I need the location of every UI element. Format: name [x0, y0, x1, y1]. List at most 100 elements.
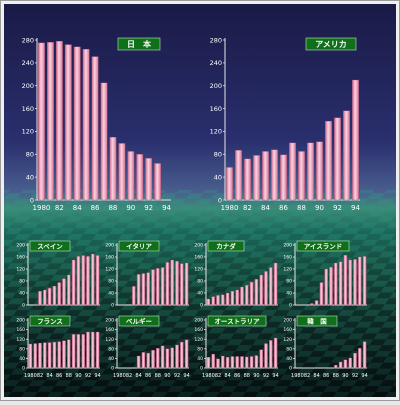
- chart-title-badge: [29, 240, 71, 252]
- y-tick-label: 80: [286, 279, 292, 285]
- x-tick-label: 86: [234, 373, 240, 379]
- x-tick-label: 92: [144, 204, 153, 212]
- bar: [216, 295, 220, 306]
- y-tick-label: 240: [22, 59, 34, 67]
- chart-title: オーストラリア: [214, 318, 260, 326]
- y-tick-label: 0: [200, 366, 203, 372]
- bar: [334, 117, 341, 201]
- bar: [259, 349, 263, 369]
- x-tick-label: 88: [333, 373, 339, 379]
- y-tick-label: 0: [111, 366, 114, 372]
- bar: [348, 259, 352, 306]
- bar: [262, 151, 269, 201]
- bar: [132, 286, 136, 306]
- y-tick-label: 200: [105, 243, 114, 249]
- bar: [307, 142, 314, 201]
- x-tick-label: 1980: [221, 204, 239, 212]
- bar: [245, 285, 249, 306]
- bar: [206, 357, 211, 369]
- chart-panel: 0 40 80 120 160 200 1980 82 84 86 88 90 92 94 オーストラリア: [194, 315, 279, 379]
- bar: [141, 352, 146, 369]
- bar: [230, 291, 235, 306]
- bar: [325, 120, 332, 201]
- bar: [343, 110, 350, 201]
- bar: [160, 345, 165, 369]
- y-tick-label: 40: [286, 291, 292, 297]
- y-tick-label: 200: [105, 318, 114, 324]
- bar: [62, 340, 66, 369]
- chart-panel: 0 40 80 120 160 200 240 280 1980 82 84 86 88 90 92 94 アメ…: [210, 36, 361, 212]
- bar: [76, 334, 81, 369]
- x-tick-label: 90: [253, 373, 259, 379]
- x-tick-label: 90: [75, 373, 81, 379]
- bar: [156, 348, 160, 369]
- bar: [230, 356, 235, 369]
- bar: [118, 143, 126, 201]
- x-tick-label: 86: [323, 373, 329, 379]
- x-tick-label: 92: [85, 373, 91, 379]
- bar: [211, 296, 215, 306]
- y-tick-label: 200: [16, 318, 25, 324]
- y-tick-label: 200: [22, 82, 34, 90]
- y-tick-label: 160: [194, 255, 203, 261]
- y-tick-label: 160: [22, 105, 34, 113]
- bar: [348, 357, 352, 369]
- y-tick-label: 120: [16, 337, 25, 343]
- bar: [141, 273, 146, 306]
- y-tick-label: 40: [214, 173, 222, 181]
- y-tick-label: 120: [22, 128, 34, 136]
- y-tick-label: 160: [105, 255, 114, 261]
- bar: [180, 263, 184, 306]
- bar: [57, 341, 61, 369]
- bar: [52, 341, 57, 369]
- bar: [43, 289, 47, 306]
- bar: [33, 343, 37, 369]
- y-tick-label: 40: [19, 291, 25, 297]
- chart-panel: 0 40 80 120 160 200 イタリア: [105, 240, 189, 309]
- y-tick-label: 0: [218, 196, 222, 204]
- bar: [47, 42, 54, 201]
- bar: [235, 289, 239, 306]
- x-tick-label: 1980: [113, 373, 126, 379]
- bar: [55, 40, 63, 201]
- bar: [146, 352, 150, 369]
- bar: [71, 259, 76, 306]
- x-tick-label: 84: [135, 373, 141, 379]
- bar: [352, 79, 359, 201]
- bar: [280, 154, 287, 201]
- y-tick-label: 80: [214, 151, 222, 159]
- bar: [91, 253, 95, 306]
- chart-panel: 0 40 80 120 160 200 アイスランド: [283, 240, 367, 309]
- chart-title: イタリア: [126, 242, 152, 251]
- bar: [175, 344, 179, 369]
- x-tick-label: 90: [342, 373, 348, 379]
- x-tick-label: 88: [244, 373, 250, 379]
- chart-panel: 0 40 80 120 160 200 1980 82 84 86 88 90 92 94 フランス: [16, 315, 101, 379]
- x-tick-label: 92: [263, 373, 269, 379]
- bar: [334, 364, 338, 369]
- x-tick-label: 88: [108, 204, 117, 212]
- bar: [249, 356, 254, 369]
- bar: [353, 259, 357, 306]
- x-tick-label: 84: [73, 204, 82, 212]
- x-tick-label: 92: [352, 373, 358, 379]
- bar: [136, 355, 141, 369]
- y-tick-label: 40: [108, 356, 114, 362]
- bar: [73, 46, 81, 201]
- y-tick-label: 280: [22, 36, 34, 44]
- bar: [76, 256, 81, 306]
- bar: [343, 359, 348, 369]
- y-tick-label: 0: [289, 303, 292, 309]
- bar: [67, 339, 71, 369]
- bar: [235, 150, 242, 201]
- y-tick-label: 120: [194, 267, 203, 273]
- bar: [269, 267, 273, 306]
- bar: [338, 261, 343, 306]
- bar: [314, 300, 319, 306]
- chart-title: フランス: [37, 318, 63, 326]
- bar: [343, 255, 348, 306]
- chart-panel: 0 40 80 120 160 200 240 280 1980 82 84 86 88 90 92 94 日 …: [22, 36, 172, 212]
- y-tick-label: 120: [210, 128, 222, 136]
- bar: [64, 44, 72, 201]
